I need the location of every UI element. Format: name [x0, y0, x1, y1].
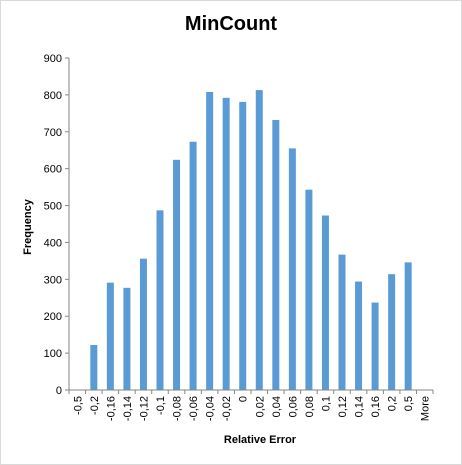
y-tick-label: 100 — [44, 348, 62, 360]
x-tick-label: 0,08 — [304, 396, 316, 417]
y-tick-label: 300 — [44, 274, 62, 286]
x-tick-label: 0,5 — [403, 396, 415, 411]
bar-0,1 — [321, 215, 329, 390]
bar-0,12 — [338, 254, 346, 390]
x-tick-label: -0,1 — [155, 396, 167, 415]
x-tick-label: 0,16 — [370, 396, 382, 417]
x-tick-label: 0,12 — [337, 396, 349, 417]
x-tick-label: 0,04 — [271, 396, 283, 417]
x-tick-label: 0,2 — [387, 396, 399, 411]
x-tick-label: -0,12 — [138, 396, 150, 421]
x-tick-label: -0,2 — [89, 396, 101, 415]
x-tick-label: -0,5 — [72, 396, 84, 415]
bar--0,12 — [139, 258, 147, 390]
y-tick-label: 800 — [44, 90, 62, 102]
bar-0,14 — [355, 281, 363, 390]
bar--0,2 — [90, 345, 98, 390]
bar--0,1 — [156, 210, 164, 390]
bar--0,14 — [123, 287, 131, 390]
bar-0 — [239, 101, 247, 391]
x-tick-label: 0 — [238, 396, 250, 402]
y-tick-label: 600 — [44, 164, 62, 176]
x-tick-label: -0,04 — [205, 396, 217, 421]
bar--0,08 — [173, 159, 181, 390]
bar--0,16 — [106, 282, 114, 390]
x-tick-label: 0,1 — [320, 396, 332, 411]
x-tick-label: -0,16 — [105, 396, 117, 421]
x-tick-label: More — [420, 396, 432, 421]
x-tick-label: -0,14 — [122, 396, 134, 421]
x-tick-label: -0,06 — [188, 396, 200, 421]
bar-0,16 — [371, 302, 379, 390]
x-tick-label: -0,02 — [221, 396, 233, 421]
bar-0,08 — [305, 189, 313, 390]
bar-0,5 — [404, 262, 412, 390]
bar-0,02 — [255, 90, 263, 390]
y-tick-label: 400 — [44, 237, 62, 249]
y-tick-label: 700 — [44, 127, 62, 139]
bar-0,2 — [388, 274, 396, 390]
x-tick-label: 0,06 — [287, 396, 299, 417]
y-axis-label: Frequency — [22, 198, 34, 255]
x-tick-label: 0,14 — [354, 396, 366, 417]
bar--0,04 — [206, 91, 214, 390]
y-tick-label: 200 — [44, 311, 62, 323]
y-tick-label: 500 — [44, 201, 62, 213]
bar-0,04 — [272, 119, 280, 390]
bar-0,06 — [288, 148, 296, 390]
bar--0,06 — [189, 141, 197, 390]
y-tick-label: 900 — [44, 53, 62, 65]
y-tick-label: 0 — [56, 385, 62, 397]
bar--0,02 — [222, 97, 230, 390]
x-tick-label: -0,08 — [172, 396, 184, 421]
chart-title: MinCount — [184, 13, 278, 35]
x-tick-label: 0,02 — [254, 396, 266, 417]
x-axis-label: Relative Error — [224, 434, 297, 446]
